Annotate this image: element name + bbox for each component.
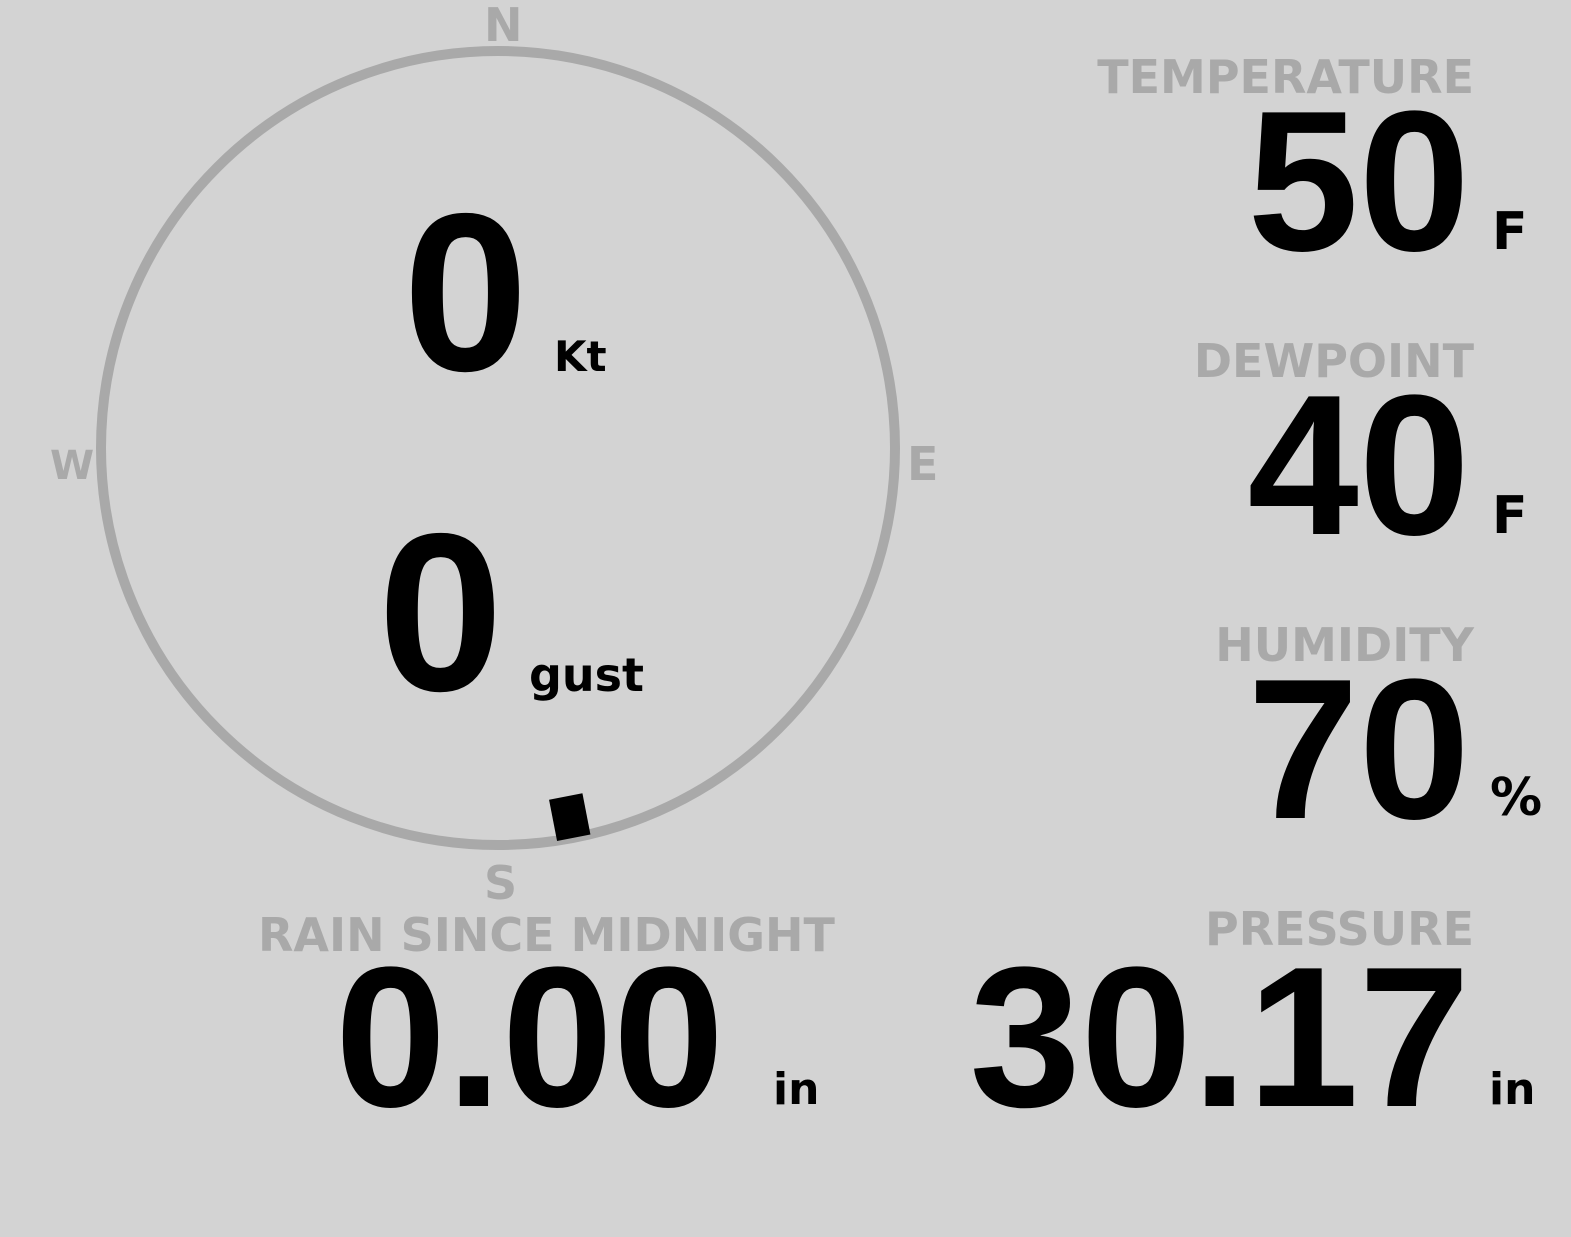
rain-unit: in	[773, 1064, 820, 1115]
temperature-label: TEMPERATURE	[1097, 50, 1474, 104]
pressure-value: 30.17	[969, 926, 1471, 1149]
wind-direction-marker	[549, 793, 591, 841]
dewpoint-unit: F	[1492, 486, 1528, 546]
compass-north-label: N	[484, 0, 523, 52]
dewpoint-value: 40	[1247, 354, 1470, 577]
temperature-unit: F	[1492, 202, 1528, 262]
rain-value: 0.00	[335, 926, 725, 1149]
wind-gust-unit: gust	[529, 648, 645, 702]
compass-west-label: W	[50, 443, 95, 489]
humidity-label: HUMIDITY	[1215, 618, 1474, 672]
compass-south-label: S	[484, 856, 518, 910]
wind-compass	[96, 46, 900, 850]
pressure-label: PRESSURE	[1205, 902, 1474, 956]
wind-gust-value: 0	[378, 486, 504, 738]
wind-speed-value: 0	[403, 166, 529, 418]
rain-label: RAIN SINCE MIDNIGHT	[258, 908, 835, 962]
dewpoint-label: DEWPOINT	[1193, 334, 1474, 388]
humidity-unit: %	[1490, 768, 1543, 828]
wind-direction-needle	[549, 793, 591, 841]
pressure-unit: in	[1489, 1064, 1536, 1115]
wind-speed-unit: Kt	[554, 332, 607, 381]
compass-ring	[96, 46, 900, 850]
temperature-value: 50	[1247, 70, 1470, 293]
compass-east-label: E	[907, 437, 939, 491]
humidity-value: 70	[1247, 638, 1470, 861]
